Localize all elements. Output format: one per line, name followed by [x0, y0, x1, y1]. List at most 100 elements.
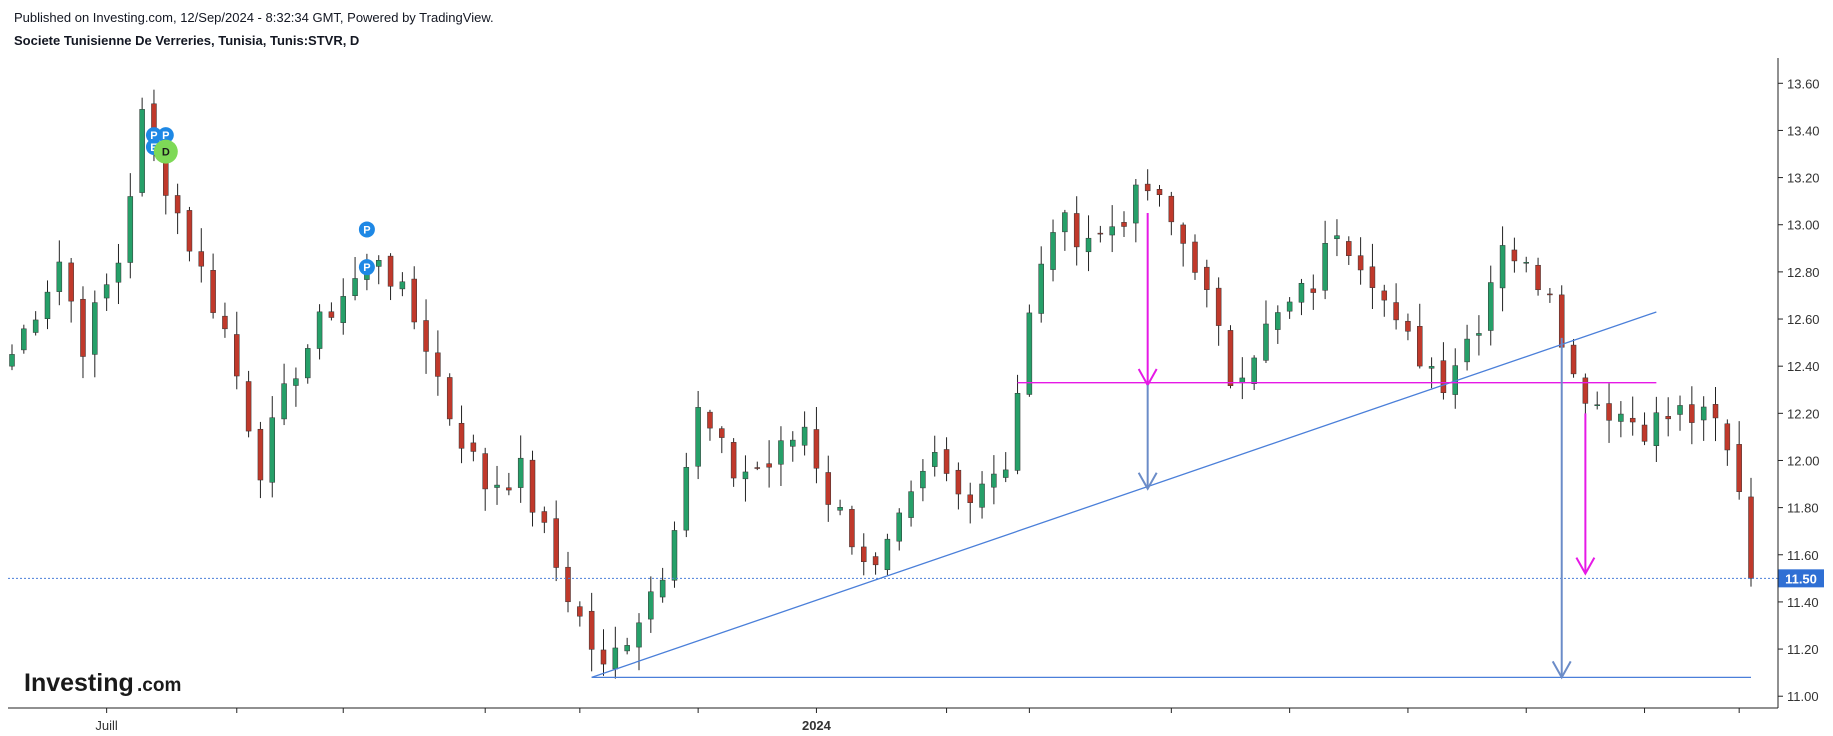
- candle-body: [1227, 330, 1234, 386]
- candle-body: [837, 507, 843, 511]
- candle: [494, 465, 500, 505]
- candle-body: [683, 467, 690, 531]
- candle-body: [1606, 403, 1612, 421]
- candle-body: [1712, 404, 1719, 419]
- candle-body: [991, 473, 997, 488]
- candle: [1547, 288, 1553, 303]
- candle: [955, 462, 962, 510]
- candle: [1180, 222, 1186, 267]
- candle: [624, 637, 630, 655]
- candle-body: [1073, 213, 1080, 248]
- candle: [1689, 386, 1695, 445]
- candle: [1310, 274, 1317, 310]
- candle: [352, 257, 358, 301]
- candle: [482, 447, 488, 511]
- candle-body: [813, 429, 820, 469]
- candle: [458, 405, 465, 464]
- candle: [1712, 386, 1719, 442]
- candle-body: [754, 467, 761, 469]
- candle: [80, 286, 86, 379]
- candle: [1204, 259, 1210, 308]
- candle: [588, 592, 595, 672]
- candle-body: [529, 459, 536, 513]
- candle: [1700, 396, 1707, 441]
- candle-body: [707, 411, 713, 429]
- candle: [44, 280, 51, 330]
- candle: [1582, 373, 1589, 419]
- candle-body: [1464, 338, 1470, 363]
- event-marker: P: [145, 127, 162, 144]
- candle-body: [1192, 241, 1198, 273]
- candle: [1156, 184, 1163, 207]
- marker-circle: [145, 127, 162, 144]
- candle-body: [304, 348, 311, 379]
- candle-body: [1440, 360, 1447, 393]
- candle: [210, 253, 216, 319]
- candle: [68, 257, 74, 323]
- candle: [245, 370, 252, 438]
- candle: [1144, 169, 1151, 201]
- candle: [529, 450, 536, 527]
- candle: [1097, 225, 1104, 243]
- candle-body: [920, 470, 926, 489]
- candle-body: [375, 260, 382, 267]
- candle: [671, 521, 678, 588]
- candle: [541, 506, 548, 534]
- candle-body: [281, 383, 287, 420]
- candle-body: [1334, 235, 1340, 240]
- candle-body: [316, 311, 323, 349]
- last-price-label: 11.50: [1785, 571, 1817, 586]
- candle: [1121, 211, 1127, 237]
- candle-body: [861, 546, 867, 563]
- candle: [257, 421, 264, 499]
- candle: [648, 576, 654, 633]
- candle: [1263, 300, 1269, 364]
- candle: [1452, 348, 1459, 409]
- candle: [186, 206, 193, 262]
- candle-body: [198, 251, 205, 267]
- candle-body: [1144, 183, 1151, 192]
- candle-body: [423, 320, 429, 352]
- candle: [908, 480, 914, 527]
- candle-body: [257, 428, 264, 481]
- candle-body: [588, 610, 595, 650]
- candle-body: [56, 261, 63, 292]
- candle: [612, 626, 619, 679]
- candle-body: [541, 511, 548, 523]
- candle: [103, 273, 110, 311]
- y-tick-label: 11.20: [1787, 642, 1819, 657]
- candle-body: [1275, 312, 1281, 330]
- candle-body: [1381, 290, 1388, 301]
- candle: [1227, 325, 1234, 389]
- y-tick-label: 12.80: [1787, 265, 1820, 280]
- candle: [304, 344, 311, 384]
- candle: [174, 183, 181, 235]
- candle-body: [1050, 232, 1056, 270]
- candle: [837, 499, 843, 516]
- candle-body: [931, 452, 938, 467]
- y-tick-label: 11.60: [1787, 548, 1819, 563]
- candle-body: [186, 210, 193, 252]
- y-tick-label: 12.00: [1787, 453, 1820, 468]
- y-tick-label: 11.80: [1787, 501, 1819, 516]
- candle: [328, 302, 335, 321]
- candle: [600, 629, 607, 676]
- candle-body: [470, 442, 477, 452]
- candle: [979, 471, 985, 519]
- candle-body: [896, 512, 902, 542]
- candle-body: [1547, 293, 1553, 296]
- candle-body: [1724, 423, 1731, 451]
- candle-body: [1499, 245, 1506, 289]
- arrow-head: [1137, 472, 1158, 491]
- target-arrow: [1137, 212, 1158, 388]
- symbol-title: Societe Tunisienne De Verreries, Tunisia…: [14, 33, 360, 48]
- candle-body: [1689, 404, 1695, 423]
- candle: [742, 455, 749, 502]
- candle-body: [9, 354, 15, 367]
- candle: [1570, 338, 1577, 378]
- candle: [423, 299, 429, 374]
- candle-body: [659, 579, 666, 598]
- candle: [766, 440, 772, 488]
- candle: [1275, 305, 1281, 344]
